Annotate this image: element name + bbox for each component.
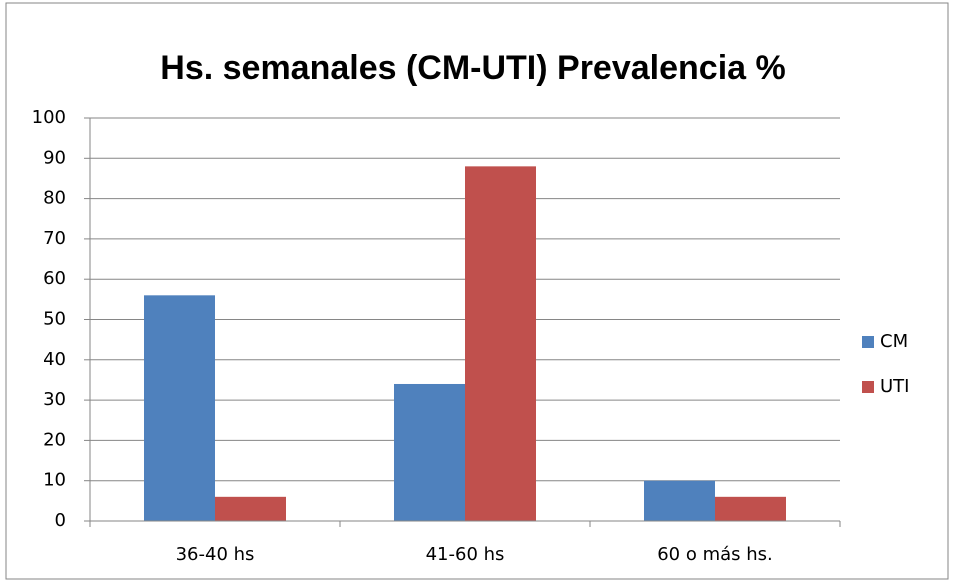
- y-tick-label: 50: [43, 309, 66, 330]
- x-tick-label: 36-40 hs: [176, 544, 255, 565]
- y-tick-label: 90: [43, 147, 66, 168]
- y-tick-label: 20: [43, 429, 66, 450]
- chart-title: Hs. semanales (CM-UTI) Prevalencia %: [160, 49, 785, 87]
- y-tick-label: 10: [43, 470, 66, 491]
- y-tick-label: 80: [43, 188, 66, 209]
- bar: [715, 496, 786, 521]
- y-tick-label: 60: [43, 268, 66, 289]
- y-tick-label: 30: [43, 389, 66, 410]
- bar: [144, 295, 215, 521]
- bar: [644, 480, 715, 521]
- x-tick-label: 60 o más hs.: [657, 544, 773, 565]
- x-tick-label: 41-60 hs: [426, 544, 505, 565]
- y-tick-label: 0: [55, 510, 66, 531]
- legend-label: CM: [880, 331, 908, 352]
- bar: [215, 496, 286, 521]
- legend-swatch: [862, 381, 874, 393]
- legend-label: UTI: [880, 376, 909, 397]
- bar: [394, 383, 465, 521]
- y-tick-label: 40: [43, 349, 66, 370]
- y-tick-label: 70: [43, 228, 66, 249]
- bar: [465, 166, 536, 522]
- legend-swatch: [862, 336, 874, 348]
- y-tick-label: 100: [32, 107, 66, 128]
